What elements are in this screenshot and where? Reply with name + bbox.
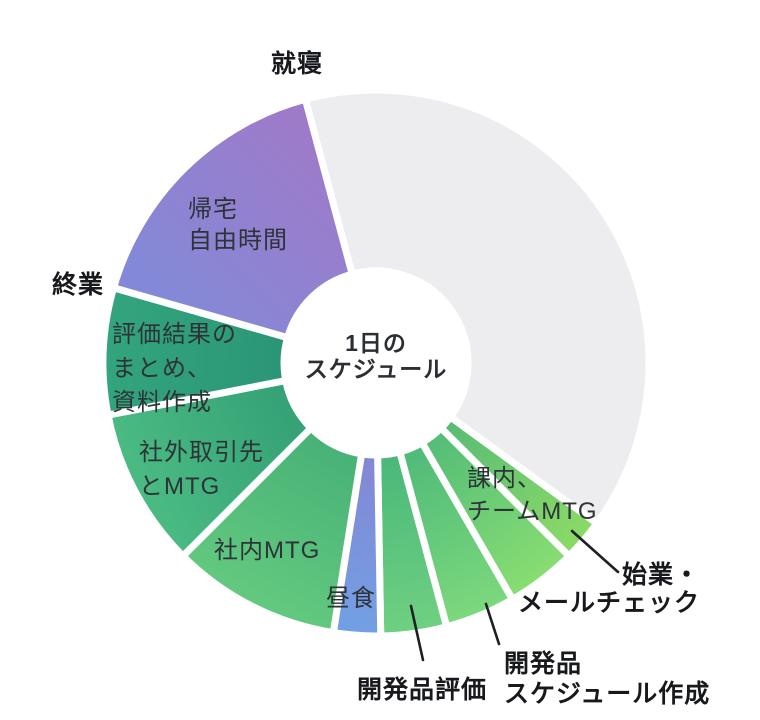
center-title: 1日の スケジュール [305, 330, 447, 382]
schedule-create-label: 開発品 スケジュール作成 [504, 649, 710, 709]
eval-summary-label-line-2: 資料作成 [112, 389, 212, 416]
work-start-label: 始業・ メールチェック [518, 561, 700, 617]
bedtime-label: 就寝 [271, 50, 323, 78]
internal-mtg-label-line-0: 社内MTG [214, 537, 321, 564]
free-time-label-line-1: 自由時間 [188, 227, 288, 254]
center-title-line-0: 1日の [345, 330, 407, 356]
work-end-label-line-0: 終業 [52, 271, 105, 299]
schedule-create-label-line-0: 開発品 [504, 650, 583, 678]
product-eval-pointer [409, 604, 425, 662]
bedtime-label-line-0: 就寝 [271, 50, 324, 78]
schedule-create-pointer [484, 602, 501, 646]
internal-mtg-label: 社内MTG [214, 536, 320, 566]
free-time-label-line-0: 帰宅 [188, 196, 238, 223]
free-time-label: 帰宅 自由時間 [188, 194, 288, 256]
external-mtg-label-line-1: とMTG [139, 473, 221, 500]
external-mtg-label-line-0: 社外取引先 [139, 439, 264, 466]
eval-summary-label-line-1: まとめ、 [112, 355, 212, 382]
product-eval-label-line-0: 開発品評価 [357, 676, 488, 704]
eval-summary-label: 評価結果のまとめ、資料作成 [112, 318, 237, 420]
team-mtg-label-line-1: チームMTG [467, 498, 598, 525]
lunch-label: 昼食 [326, 584, 376, 614]
product-eval-label: 開発品評価 [357, 676, 487, 704]
external-mtg-label: 社外取引先とMTG [139, 436, 264, 504]
work-start-pointer [570, 529, 620, 574]
eval-summary-label-line-0: 評価結果の [112, 321, 237, 348]
team-mtg-label: 課内、チームMTG [467, 462, 598, 528]
work-start-label-line-0: 始業・ [621, 561, 700, 589]
work-start-label-line-1: メールチェック [517, 589, 700, 617]
team-mtg-label-line-0: 課内、 [467, 465, 542, 492]
lunch-label-line-0: 昼食 [326, 585, 376, 612]
center-title-line-1: スケジュール [304, 356, 448, 382]
work-end-label: 終業 [52, 271, 104, 299]
schedule-create-label-line-1: スケジュール作成 [504, 680, 711, 708]
donut-hub [282, 269, 470, 457]
